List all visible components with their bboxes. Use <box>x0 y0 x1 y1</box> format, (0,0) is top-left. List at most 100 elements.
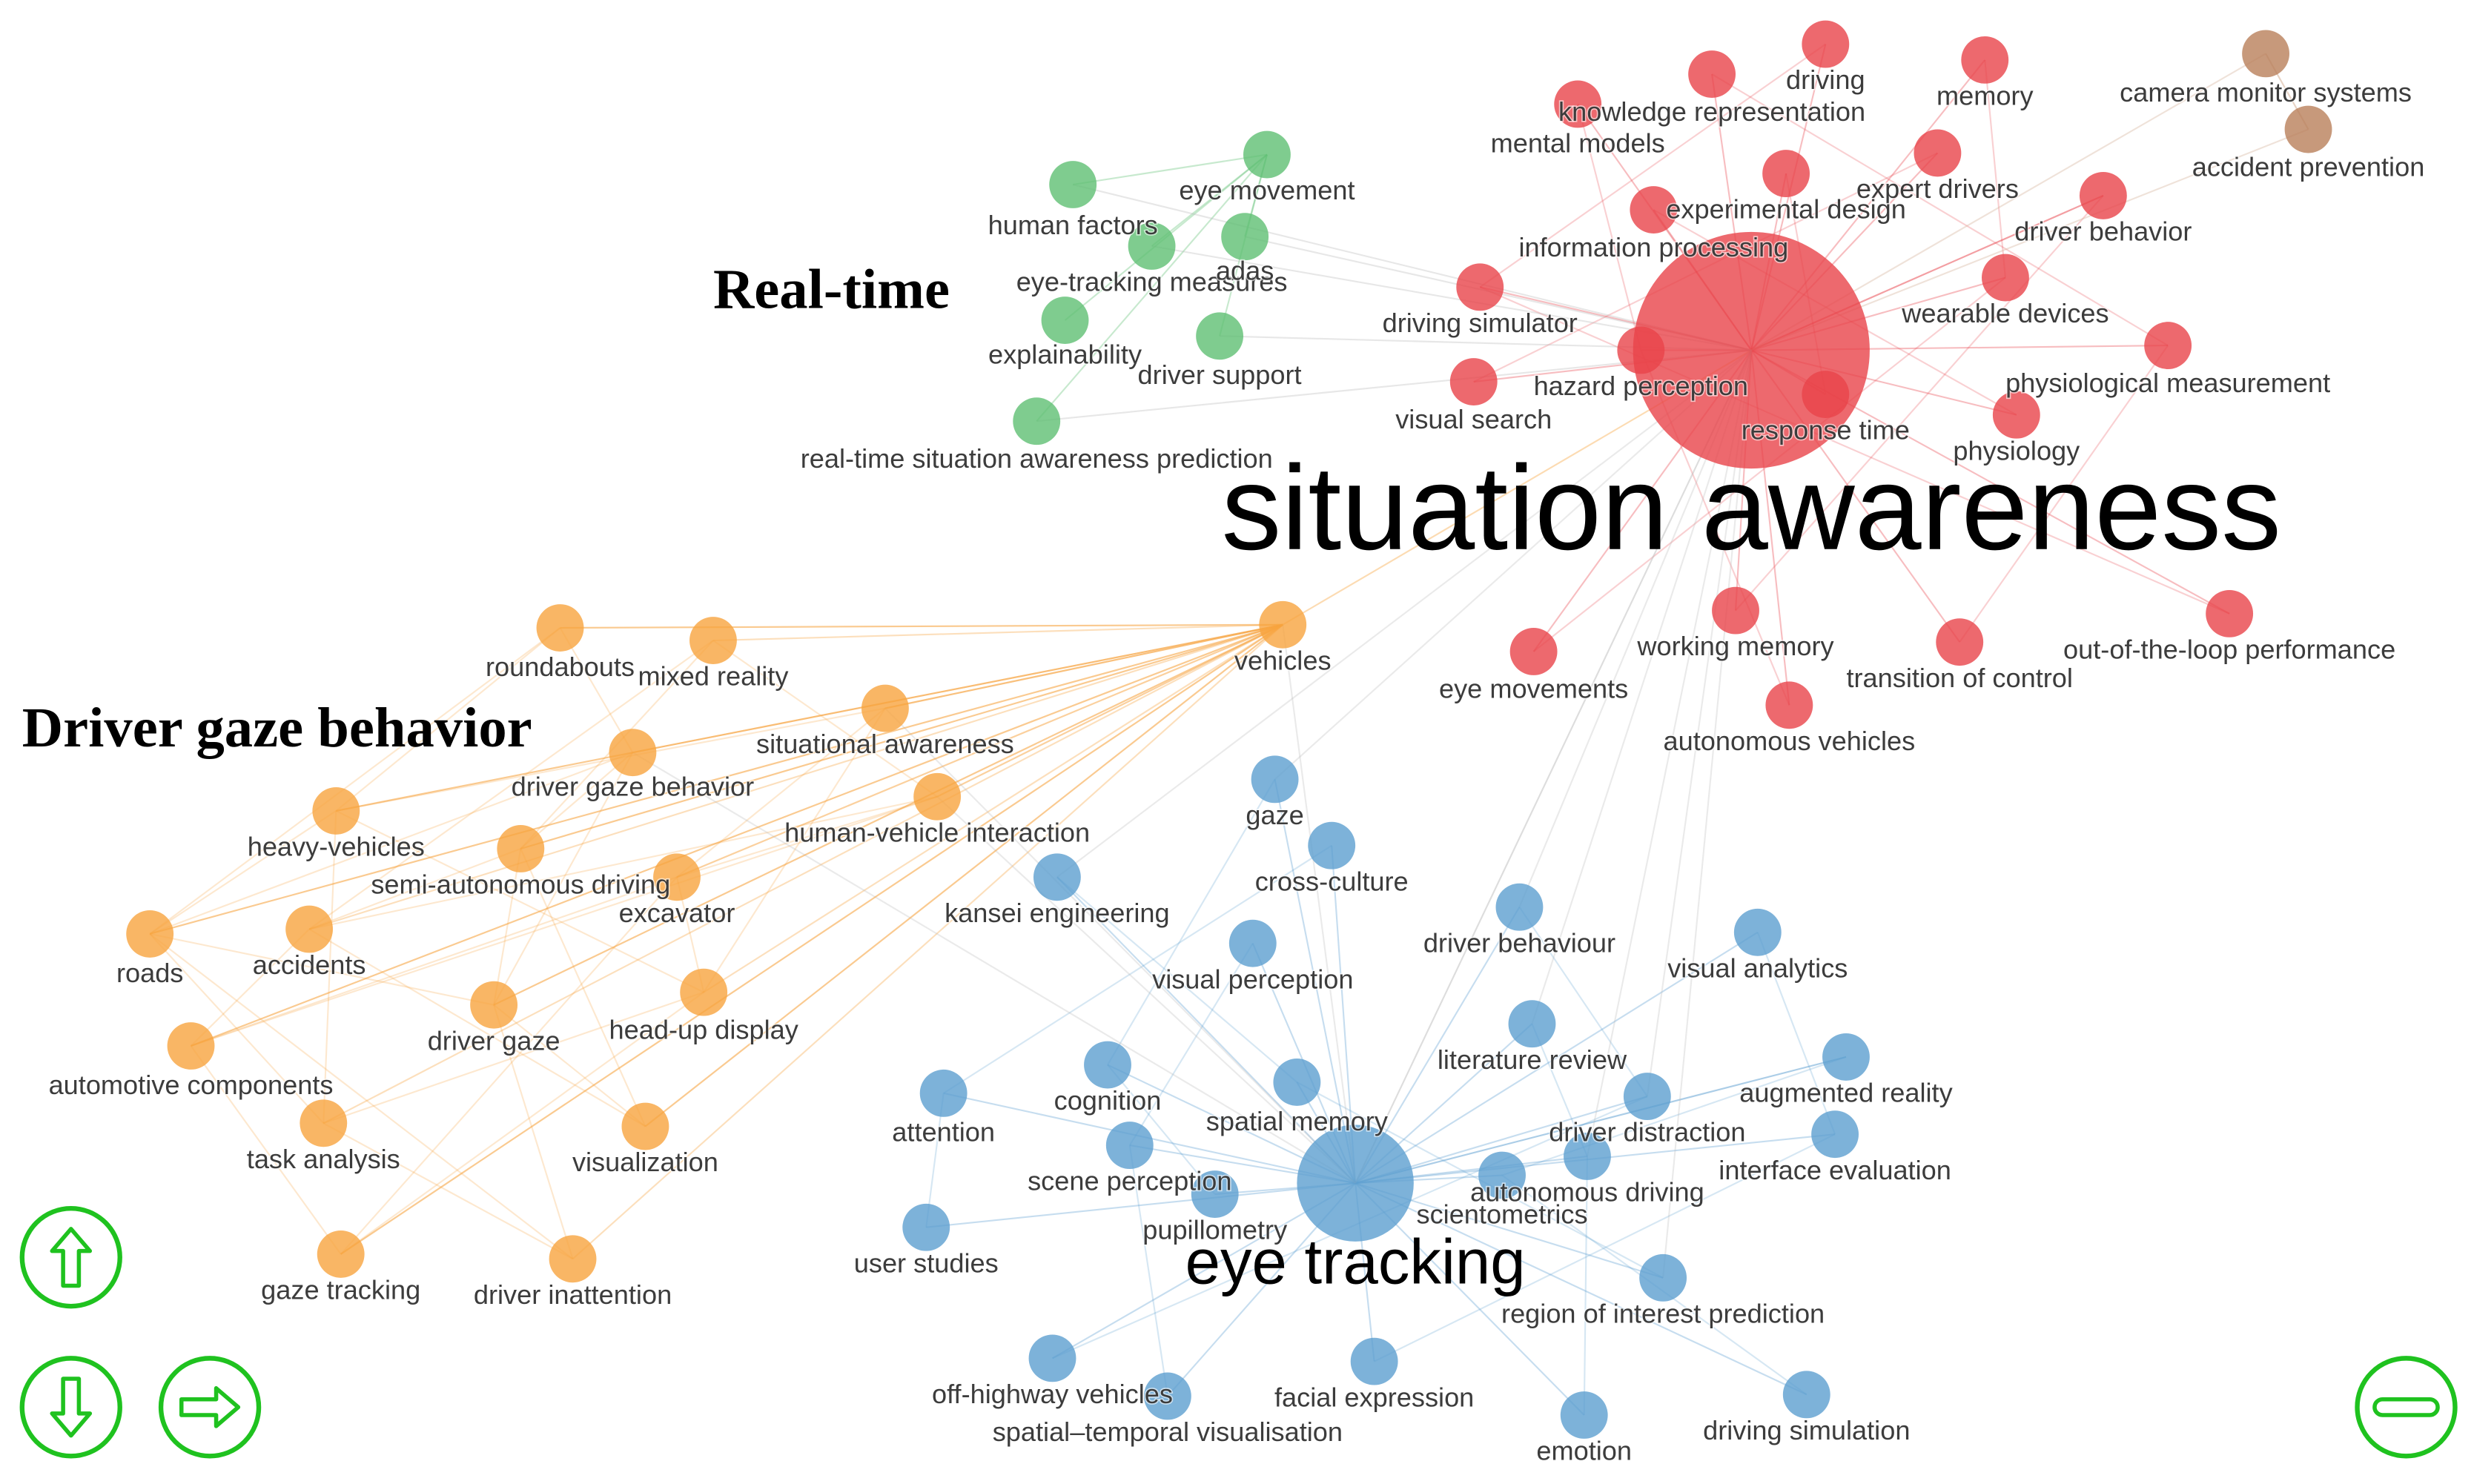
node-label: augmented reality <box>1739 1078 1952 1108</box>
node-label: accidents <box>253 950 366 980</box>
node-circle <box>1041 297 1089 344</box>
node-label: driver gaze behavior <box>512 772 755 802</box>
edge <box>149 933 325 1124</box>
node-label: driver support <box>1138 360 1302 390</box>
edge <box>884 707 1356 1184</box>
edge <box>335 627 561 812</box>
node-circle <box>1914 129 1962 177</box>
edge <box>572 623 1283 1260</box>
edge <box>644 623 1283 1127</box>
node-circle <box>1564 1133 1611 1180</box>
edge <box>493 623 1283 1006</box>
node-circle <box>1508 1000 1556 1048</box>
node-label: user studies <box>854 1248 999 1278</box>
node-circle <box>312 786 360 835</box>
edge <box>340 623 1283 1255</box>
node-label: driver gaze <box>428 1025 560 1056</box>
node-circle <box>1105 1122 1154 1169</box>
edge <box>520 848 646 1127</box>
node-circle <box>609 729 657 777</box>
node-label: driver behavior <box>2014 216 2192 247</box>
edge <box>1107 1064 1216 1195</box>
edge <box>149 623 1283 935</box>
edge <box>1586 350 1753 1157</box>
node-circle <box>919 1069 968 1117</box>
node-label: scene perception <box>1028 1166 1231 1196</box>
node-label: transition of control <box>1846 663 2072 693</box>
node-label: attention <box>892 1117 995 1147</box>
edge <box>1501 1056 1847 1176</box>
node-circle <box>1765 681 1813 729</box>
node-label: driving simulation <box>1703 1415 1910 1445</box>
node-label: interface evaluation <box>1719 1155 1951 1185</box>
edge <box>884 623 1283 709</box>
node-circle <box>1033 853 1081 901</box>
node-circle <box>2284 105 2332 153</box>
node-circle <box>1228 919 1277 967</box>
node-circle <box>1802 371 1850 418</box>
node-circle <box>913 772 962 821</box>
edge <box>560 623 1283 629</box>
node-label: task analysis <box>247 1144 400 1174</box>
edge <box>676 623 1283 878</box>
zoom-out-button[interactable] <box>2355 1356 2458 1459</box>
node-label: out-of-the-loop performance <box>2063 634 2395 664</box>
node-label: mixed reality <box>638 661 788 692</box>
edge <box>1711 73 2169 346</box>
node-label: vehicles <box>1234 645 1332 675</box>
node-label: driving <box>1786 64 1865 95</box>
node-label: explainability <box>988 339 1142 370</box>
edge <box>1518 907 1648 1097</box>
edge <box>323 623 1283 1124</box>
node-circle <box>1084 1041 1131 1089</box>
node-circle <box>1191 1170 1239 1218</box>
edge <box>191 623 1283 1047</box>
edge <box>1128 943 1254 1146</box>
node-circle <box>2206 589 2254 637</box>
node-circle <box>861 684 909 732</box>
edge <box>1151 153 1268 247</box>
node-circle <box>1449 358 1498 405</box>
edge <box>1073 153 1268 186</box>
node-label: literature review <box>1438 1044 1627 1075</box>
node-circle <box>2079 171 2127 219</box>
pan-right-button[interactable] <box>158 1356 262 1459</box>
edge <box>149 810 337 935</box>
edge <box>520 752 634 849</box>
edge <box>191 795 938 1047</box>
node-circle <box>1243 130 1291 179</box>
node-circle <box>902 1203 950 1251</box>
annotation: Driver gaze behavior <box>22 696 532 759</box>
edge <box>1355 350 1753 1184</box>
pan-down-button[interactable] <box>19 1356 122 1459</box>
node-circle <box>549 1235 597 1283</box>
node-label: hazard perception <box>1534 371 1748 401</box>
node-label: eye-tracking measures <box>1016 267 1288 297</box>
node-circle <box>300 1099 348 1147</box>
edge <box>712 623 1283 642</box>
edge <box>336 623 1283 812</box>
edge <box>520 623 1283 849</box>
edge <box>1479 286 2230 615</box>
node-label: semi-autonomous driving <box>371 869 670 900</box>
edge <box>1056 876 1298 1083</box>
edge <box>1531 1023 1588 1157</box>
node-label: head-up display <box>609 1014 798 1044</box>
node-label: visual perception <box>1152 964 1353 994</box>
pan-up-button[interactable] <box>19 1206 122 1309</box>
hub-label: eye tracking <box>1185 1227 1526 1297</box>
edge <box>520 623 1283 849</box>
edge <box>936 623 1283 798</box>
edge <box>884 623 1283 709</box>
edge <box>712 640 938 798</box>
node-circle <box>1297 1124 1414 1242</box>
edge <box>149 627 561 935</box>
edge <box>191 876 678 1047</box>
node-label: information processing <box>1518 232 1788 262</box>
labels: situation awareness driving memory knowledg… <box>47 64 2426 1468</box>
node-circle <box>1630 186 1678 233</box>
node-label: memory <box>1936 81 2034 111</box>
node-circle <box>126 910 174 958</box>
